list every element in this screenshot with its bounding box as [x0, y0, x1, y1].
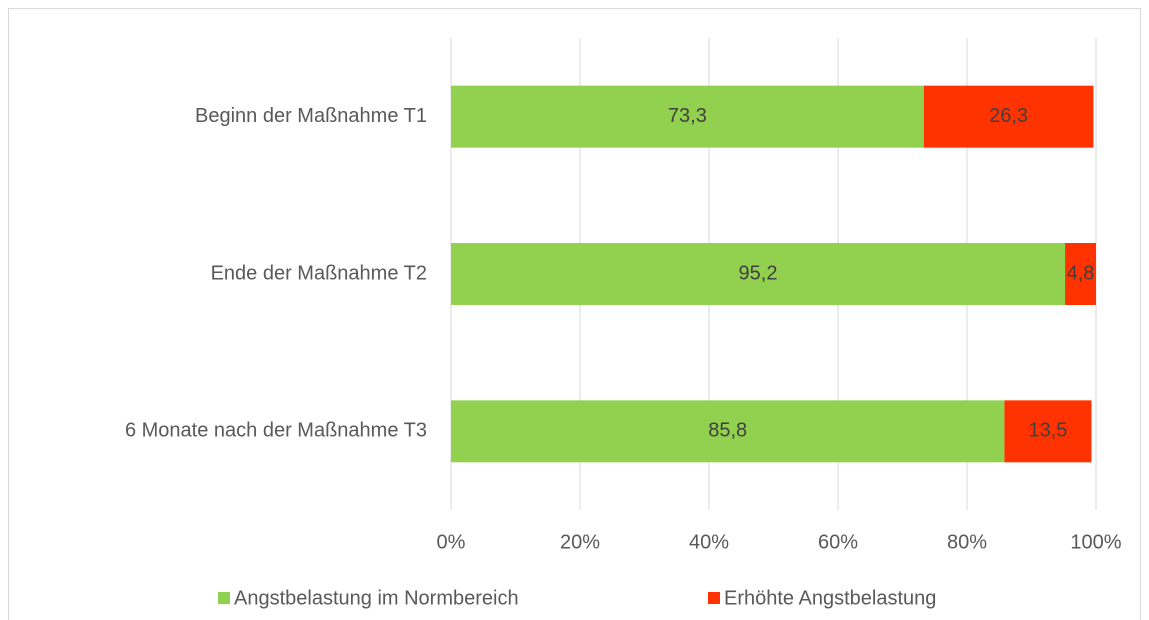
legend-swatch [218, 592, 230, 604]
legend-label: Angstbelastung im Normbereich [234, 587, 519, 609]
y-tick-label: 6 Monate nach der Maßnahme T3 [125, 420, 427, 442]
y-tick-label: Beginn der Maßnahme T1 [195, 105, 427, 127]
y-tick-label: Ende der Maßnahme T2 [211, 262, 427, 284]
x-tick-label: 40% [689, 531, 729, 553]
data-label: 26,3 [989, 105, 1028, 127]
bar-segment [451, 400, 1005, 463]
bar-segment [451, 243, 1066, 305]
data-label: 95,2 [739, 262, 778, 284]
bar-segment [1004, 400, 1092, 463]
bar-segment [451, 85, 924, 148]
bar-segment [923, 85, 1094, 148]
x-tick-label: 100% [1070, 531, 1121, 553]
x-tick-label: 60% [818, 531, 858, 553]
chart-frame [8, 8, 1141, 620]
data-label: 13,5 [1028, 420, 1067, 442]
bar-segment [1065, 243, 1096, 305]
data-label: 85,8 [708, 420, 747, 442]
x-tick-label: 20% [560, 531, 600, 553]
data-label: 73,3 [668, 105, 707, 127]
x-tick-label: 80% [947, 531, 987, 553]
legend-label: Erhöhte Angstbelastung [724, 587, 936, 609]
data-label: 4,8 [1067, 262, 1095, 284]
x-tick-label: 0% [437, 531, 466, 553]
legend-swatch [708, 592, 720, 604]
